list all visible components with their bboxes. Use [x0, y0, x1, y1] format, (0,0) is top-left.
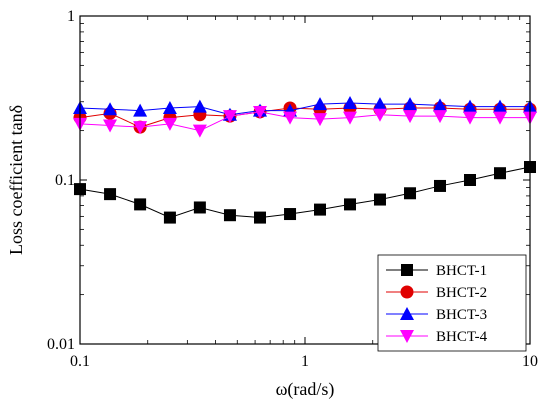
series-line-BHCT-2: [79, 107, 530, 128]
series-layer: [73, 95, 537, 224]
data-point-BHCT-1: [163, 211, 176, 224]
data-point-BHCT-4: [283, 111, 298, 125]
data-point-BHCT-4: [403, 110, 418, 124]
data-point-BHCT-1: [373, 193, 386, 206]
y-tick-label: 0.01: [47, 336, 75, 353]
y-axis-title: Loss coefficient tanδ: [6, 105, 26, 255]
data-point-BHCT-1: [134, 198, 147, 211]
series-line-BHCT-3: [79, 102, 530, 116]
legend-marker: [401, 264, 413, 276]
y-tick-label: 0.1: [55, 172, 75, 189]
data-point-BHCT-3: [492, 99, 507, 113]
legend-label: BHCT-1: [436, 263, 487, 279]
legend-marker: [400, 330, 414, 343]
legend: BHCT-1 BHCT-2 BHCT-3 BHCT-4: [377, 254, 527, 352]
data-point-BHCT-1: [284, 208, 297, 221]
x-axis-title: ω(rad/s): [276, 379, 335, 400]
legend-label: BHCT-4: [436, 329, 488, 345]
data-point-BHCT-4: [372, 108, 387, 122]
data-point-BHCT-4: [162, 117, 177, 131]
y-tick-label: 1: [67, 8, 75, 25]
data-point-BHCT-1: [193, 201, 206, 214]
data-point-BHCT-1: [314, 203, 327, 216]
data-point-BHCT-1: [344, 198, 357, 211]
data-point-BHCT-4: [463, 111, 478, 125]
data-point-BHCT-3: [432, 98, 447, 112]
data-point-BHCT-4: [253, 105, 268, 119]
data-point-BHCT-4: [343, 111, 358, 125]
data-point-BHCT-1: [104, 188, 117, 201]
legend-label: BHCT-3: [436, 307, 487, 323]
legend-item-BHCT-3: BHCT-3: [386, 307, 487, 323]
data-point-BHCT-3: [463, 99, 478, 113]
data-point-BHCT-4: [192, 124, 207, 138]
series-line-BHCT-4: [79, 111, 530, 132]
data-point-BHCT-4: [313, 113, 328, 127]
legend-marker: [400, 307, 414, 320]
data-point-BHCT-3: [313, 97, 328, 111]
data-point-BHCT-3: [162, 100, 177, 114]
x-tick-label: 10: [522, 353, 538, 370]
data-point-BHCT-4: [492, 111, 507, 125]
data-point-BHCT-4: [133, 121, 148, 135]
data-point-BHCT-3: [403, 97, 418, 111]
legend-item-BHCT-4: BHCT-4: [386, 329, 488, 345]
data-point-BHCT-1: [433, 179, 446, 192]
data-point-BHCT-1: [223, 209, 236, 222]
series-line-BHCT-1: [79, 166, 531, 219]
data-point-BHCT-1: [493, 167, 506, 180]
x-tick-label: 1: [301, 353, 309, 370]
data-point-BHCT-1: [404, 187, 417, 200]
x-tick-label: 0.1: [70, 353, 90, 370]
legend-item-BHCT-2: BHCT-2: [386, 285, 487, 301]
legend-item-BHCT-1: BHCT-1: [386, 263, 487, 279]
data-point-BHCT-3: [192, 99, 207, 113]
data-point-BHCT-1: [254, 211, 267, 224]
data-point-BHCT-1: [464, 174, 477, 186]
data-point-BHCT-3: [133, 103, 148, 117]
data-point-BHCT-3: [343, 95, 358, 109]
data-point-BHCT-4: [103, 119, 118, 133]
legend-marker: [400, 285, 414, 299]
tick-labels: 0.1 1 100.010.11: [47, 8, 538, 370]
series-BHCT-3: [73, 95, 537, 121]
data-point-BHCT-3: [372, 97, 387, 111]
legend-label: BHCT-2: [436, 285, 487, 301]
axis-ticks: [79, 15, 531, 345]
data-point-BHCT-4: [222, 110, 237, 124]
series-BHCT-1: [74, 161, 536, 224]
data-point-BHCT-4: [432, 110, 447, 124]
data-point-BHCT-3: [103, 102, 118, 116]
